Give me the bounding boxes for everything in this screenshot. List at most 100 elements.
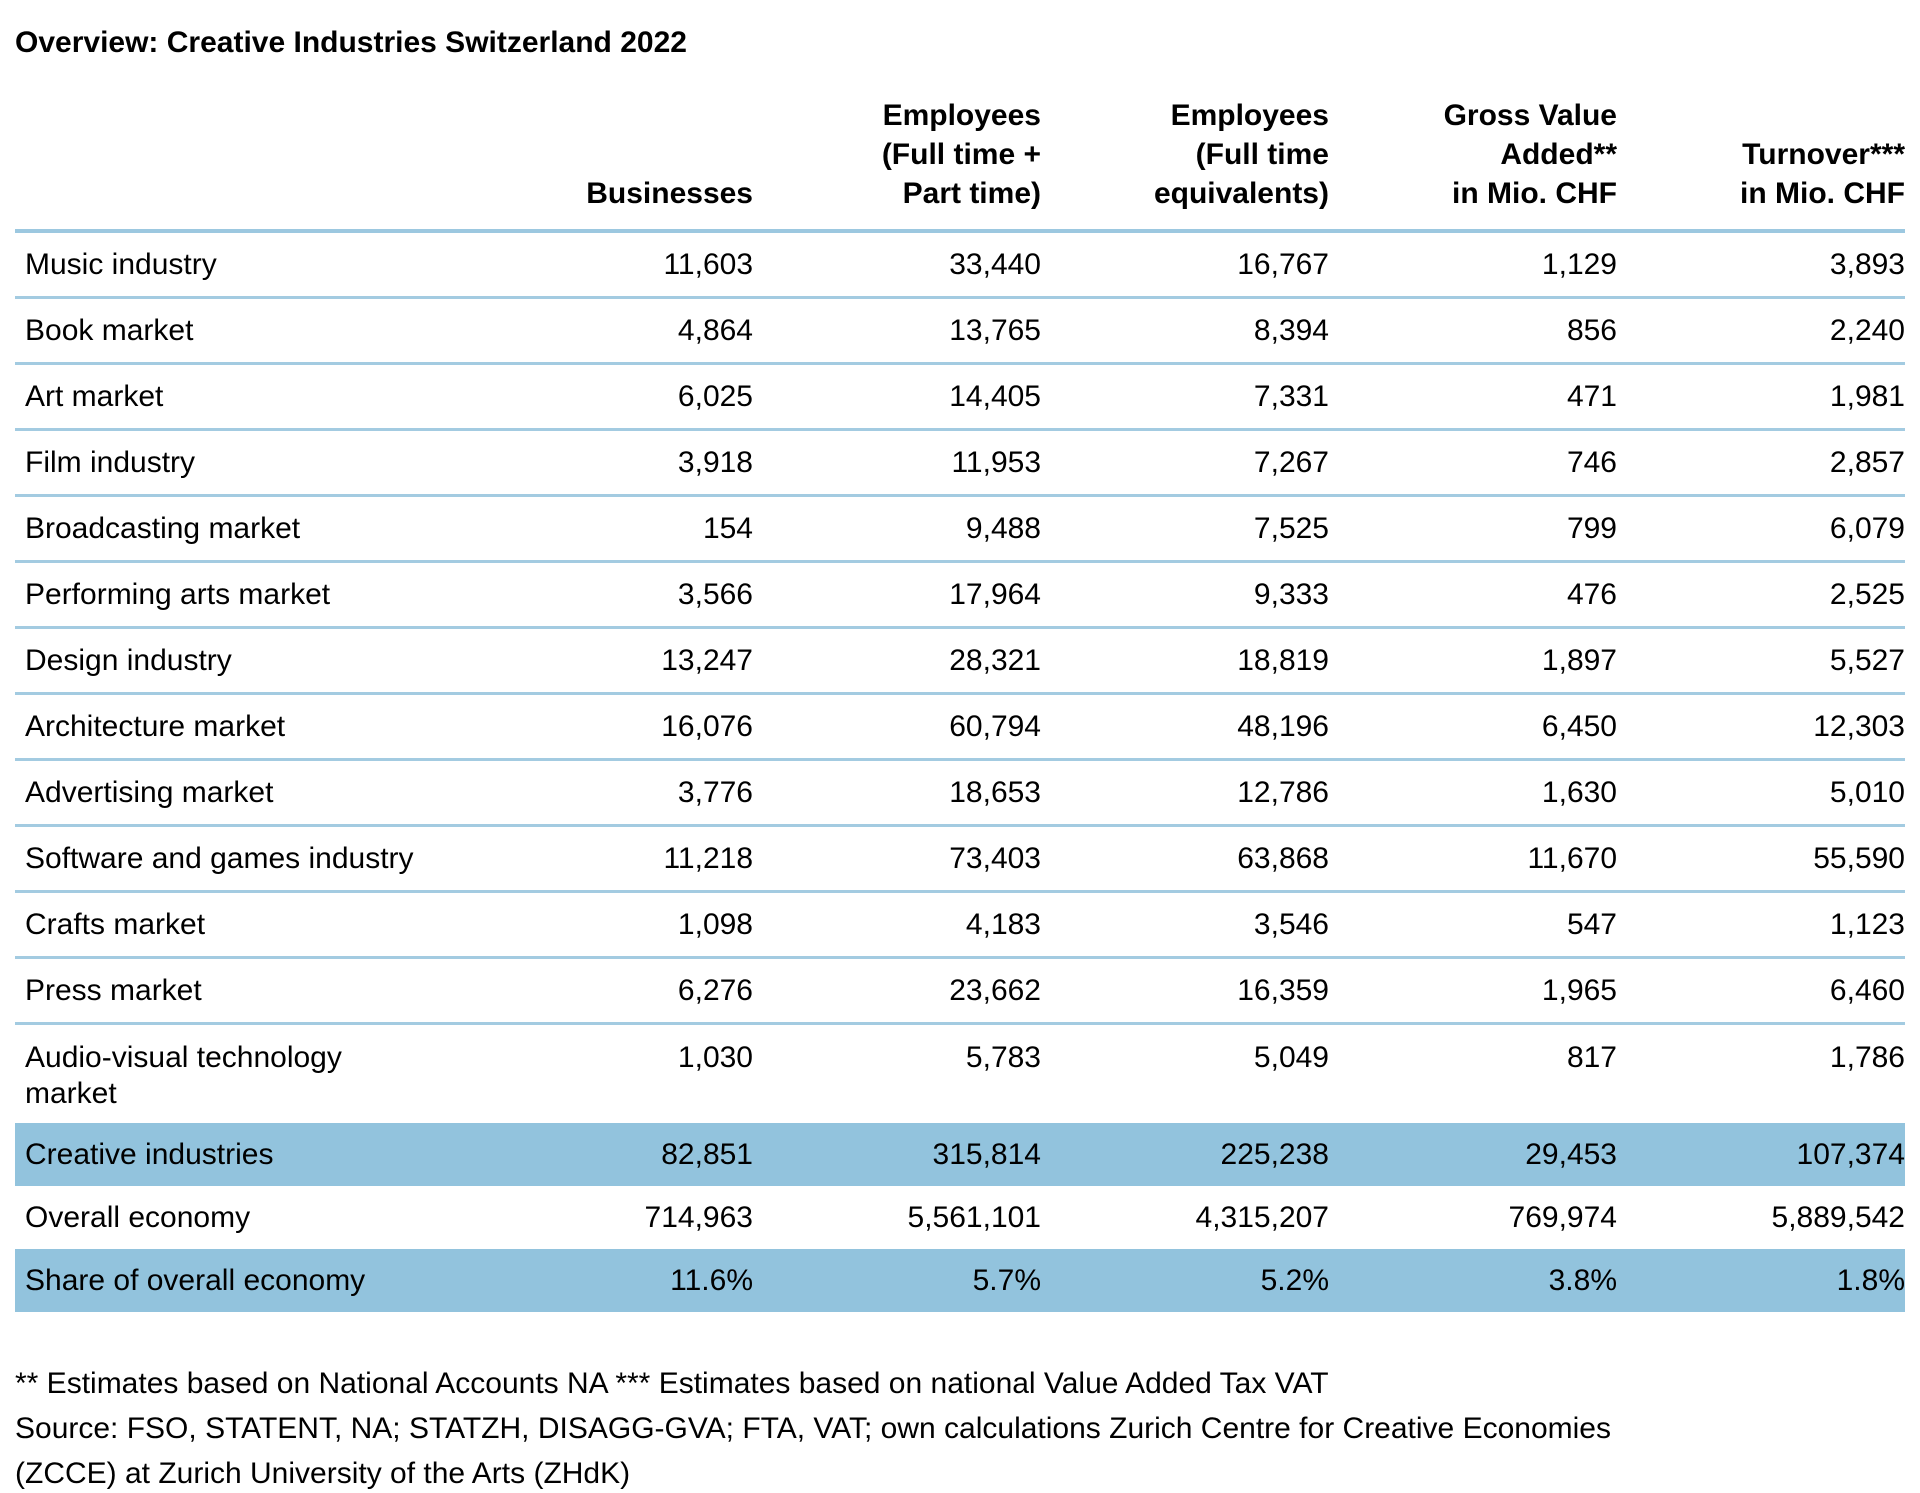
cell-value: 11.6% [670, 1263, 753, 1297]
cell-value: 1,981 [1829, 379, 1905, 413]
cell-value: 13,247 [661, 643, 753, 677]
row-label: Music industry [25, 247, 217, 281]
cell-value: 63,868 [1237, 841, 1329, 875]
cell-value: 73,403 [949, 841, 1041, 875]
table-row: Art market 6,025 14,405 7,331 471 1,981 [15, 364, 1905, 430]
cell-value: 23,662 [949, 973, 1041, 1007]
column-header-empty [15, 96, 465, 231]
cell-value: 471 [1566, 379, 1617, 413]
table-row: Crafts market 1,098 4,183 3,546 547 1,123 [15, 892, 1905, 958]
table-body: Music industry 11,603 33,440 16,767 1,129 3,8… [15, 231, 1905, 1312]
cell-value: 5,527 [1829, 643, 1905, 677]
cell-value: 12,303 [1813, 709, 1905, 743]
cell-value: 1,630 [1541, 775, 1617, 809]
cell-value: 154 [702, 511, 753, 545]
cell-value: 33,440 [949, 247, 1041, 281]
cell-value: 2,857 [1829, 445, 1905, 479]
table-header-row: Businesses Employees (Full time + Part t… [15, 96, 1905, 231]
cell-value: 11,218 [663, 841, 753, 875]
table-row: Film industry 3,918 11,953 7,267 746 2,857 [15, 430, 1905, 496]
cell-value: 16,076 [661, 709, 753, 743]
row-label: Broadcasting market [25, 511, 301, 545]
row-label: Film industry [25, 445, 196, 479]
cell-value: 5.7% [972, 1263, 1041, 1297]
cell-value: 3,776 [677, 775, 753, 809]
table-row: Architecture market 16,076 60,794 48,196 6,4… [15, 694, 1905, 760]
row-label: Design industry [25, 643, 232, 677]
table-row: Music industry 11,603 33,440 16,767 1,129 3,8… [15, 231, 1905, 298]
cell-value: 2,525 [1829, 577, 1905, 611]
table-row: Design industry 13,247 28,321 18,819 1,897 5,… [15, 628, 1905, 694]
cell-value: 225,238 [1220, 1137, 1329, 1171]
cell-value: 3.8% [1548, 1263, 1617, 1297]
table-row: Performing arts market 3,566 17,964 9,333 47… [15, 562, 1905, 628]
cell-value: 107,374 [1796, 1137, 1905, 1171]
footnote-source: Source: FSO, STATENT, NA; STATZH, DISAGG… [15, 1412, 1611, 1445]
cell-value: 315,814 [932, 1137, 1041, 1171]
cell-value: 7,525 [1253, 511, 1329, 545]
cell-value: 16,359 [1237, 973, 1329, 1007]
cell-value: 14,405 [949, 379, 1041, 413]
table-row: Broadcasting market 154 9,488 7,525 799 6,079 [15, 496, 1905, 562]
cell-value: 13,765 [949, 313, 1041, 347]
cell-value: 60,794 [949, 709, 1041, 743]
table-row: Overall economy 714,963 5,561,101 4,315,207… [15, 1186, 1905, 1249]
cell-value: 11,670 [1527, 841, 1617, 875]
cell-value: 714,963 [644, 1200, 753, 1234]
table-row: Software and games industry 11,218 73,403 6… [15, 826, 1905, 892]
cell-value: 769,974 [1508, 1200, 1617, 1234]
cell-value: 12,786 [1237, 775, 1329, 809]
footnotes: ** Estimates based on National Accounts … [15, 1364, 1905, 1493]
cell-value: 5,049 [1253, 1041, 1329, 1074]
cell-value: 4,864 [677, 313, 753, 347]
cell-value: 1,897 [1541, 643, 1617, 677]
cell-value: 476 [1566, 577, 1617, 611]
cell-value: 5.2% [1260, 1263, 1329, 1297]
cell-value: 5,783 [965, 1041, 1041, 1074]
row-label: Overall economy [25, 1200, 251, 1234]
cell-value: 856 [1566, 313, 1617, 347]
cell-value: 5,561,101 [907, 1200, 1041, 1234]
column-header-employees-full-part-time: Employees (Full time + Part time) [881, 99, 1041, 210]
row-label: Share of overall economy [25, 1263, 366, 1297]
cell-value: 1,123 [1829, 907, 1905, 941]
row-label: Press market [25, 973, 202, 1007]
column-header-businesses: Businesses [586, 177, 753, 210]
row-label: Crafts market [25, 907, 206, 941]
cell-value: 746 [1566, 445, 1617, 479]
cell-value: 8,394 [1253, 313, 1329, 347]
row-label: Creative industries [25, 1137, 274, 1171]
cell-value: 6,025 [677, 379, 753, 413]
cell-value: 547 [1566, 907, 1617, 941]
cell-value: 9,333 [1253, 577, 1329, 611]
cell-value: 17,964 [949, 577, 1041, 611]
cell-value: 9,488 [965, 511, 1041, 545]
cell-value: 11,603 [663, 247, 753, 281]
cell-value: 29,453 [1525, 1137, 1617, 1171]
row-label: Audio-visual technology market [25, 1041, 342, 1110]
cell-value: 3,546 [1253, 907, 1329, 941]
table-row: Share of overall economy 11.6% 5.7% 5.2% 3.8… [15, 1249, 1905, 1312]
cell-value: 4,183 [965, 907, 1041, 941]
cell-value: 2,240 [1829, 313, 1905, 347]
table-row: Book market 4,864 13,765 8,394 856 2,240 [15, 298, 1905, 364]
cell-value: 28,321 [949, 643, 1041, 677]
cell-value: 3,566 [677, 577, 753, 611]
cell-value: 11,953 [951, 445, 1041, 479]
cell-value: 4,315,207 [1195, 1200, 1329, 1234]
row-label: Software and games industry [25, 841, 414, 875]
cell-value: 82,851 [661, 1137, 753, 1171]
cell-value: 3,893 [1829, 247, 1905, 281]
cell-value: 1,129 [1541, 247, 1617, 281]
footnote-source-continued: (ZCCE) at Zurich University of the Arts … [15, 1457, 631, 1490]
table-row: Creative industries 82,851 315,814 225,238 2… [15, 1123, 1905, 1186]
footnote-estimates: ** Estimates based on National Accounts … [15, 1367, 1329, 1400]
cell-value: 1,786 [1829, 1041, 1905, 1074]
cell-value: 1,098 [677, 907, 753, 941]
cell-value: 6,079 [1829, 511, 1905, 545]
cell-value: 5,010 [1829, 775, 1905, 809]
cell-value: 48,196 [1237, 709, 1329, 743]
cell-value: 18,819 [1237, 643, 1329, 677]
cell-value: 7,331 [1253, 379, 1329, 413]
